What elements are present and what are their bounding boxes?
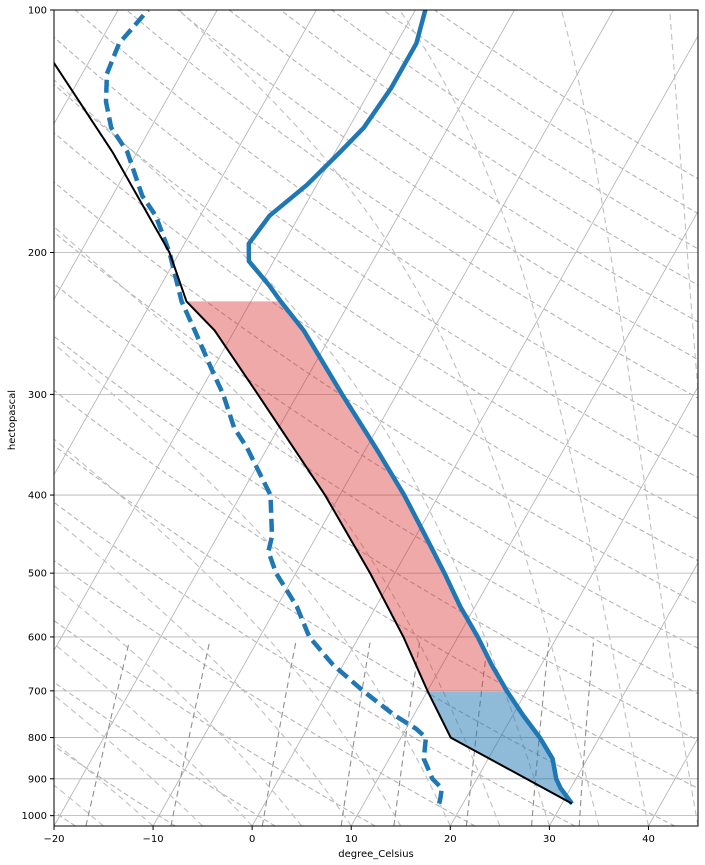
dry-adiabat-line (54, 389, 698, 789)
dry-adiabat-line (54, 181, 698, 605)
y-axis-label: hectopascal (7, 390, 18, 450)
dry-adiabat-line (54, 283, 698, 695)
cape-shading (186, 301, 507, 691)
x-tick-label: 30 (543, 834, 556, 845)
y-tick-label: 400 (28, 491, 47, 502)
parcel-profile-line (54, 61, 573, 805)
y-tick-label: 900 (28, 774, 47, 785)
dry-adiabat-line (54, 83, 698, 520)
dry-adiabat-line (54, 501, 576, 826)
moist-adiabat-line (54, 643, 253, 826)
x-axis-label: degree_Celsius (338, 849, 414, 860)
isotherm-line (54, 10, 416, 652)
dry-adiabat-line (177, 10, 698, 361)
dry-adiabat-line (54, 619, 376, 826)
moist-adiabat-line (54, 343, 451, 826)
moist-adiabat-line (560, 10, 698, 826)
temperature-line (246, 10, 574, 805)
y-tick-label: 700 (28, 686, 47, 697)
moist-adiabat-line (54, 225, 501, 826)
x-tick-label: −20 (43, 834, 64, 845)
mixing-ratio-line (340, 642, 371, 826)
y-tick-label: 500 (28, 569, 47, 580)
dry-adiabat-line (54, 559, 476, 826)
mixing-ratio-line (85, 642, 130, 826)
y-tick-label: 1000 (22, 811, 47, 822)
moist-adiabat-line (54, 694, 203, 826)
x-tick-label: 10 (345, 834, 358, 845)
mixing-ratio-line (261, 642, 297, 826)
isotherm-line (152, 10, 614, 826)
dry-adiabat-line (54, 681, 276, 826)
mixing-ratio-line (578, 642, 594, 826)
x-tick-label: 20 (444, 834, 457, 845)
grid-layer (54, 10, 698, 826)
dry-adiabat-line (54, 745, 176, 826)
isotherm-line (549, 561, 698, 826)
x-tick-label: 0 (249, 834, 255, 845)
isotherm-line (54, 10, 515, 826)
shading-layer (186, 301, 572, 804)
y-tick-label: 800 (28, 733, 47, 744)
dry-adiabat-line (54, 444, 676, 826)
isotherm-line (251, 35, 698, 826)
plot-frame (53, 9, 699, 827)
y-tick-label: 100 (28, 6, 47, 17)
y-tick-label: 200 (28, 248, 47, 259)
isotherm-line (54, 10, 317, 476)
series-layer (54, 10, 574, 805)
dewpoint-line (103, 10, 445, 805)
moist-adiabat-line (399, 10, 650, 826)
tick-layer: −20 −10 0 10 20 30 40 100 200 300 400 500 600 700 800 9… (22, 6, 655, 846)
y-tick-label: 600 (28, 632, 47, 643)
dry-adiabat-line (54, 231, 698, 649)
dry-adiabat-line (54, 36, 698, 479)
dry-adiabat-line (54, 335, 698, 741)
moist-adiabat-line (54, 438, 402, 826)
moist-adiabat-line (178, 10, 600, 826)
cin-shading (427, 691, 572, 804)
y-tick-label: 300 (28, 390, 47, 401)
mixing-ratio-line (170, 642, 210, 826)
mixing-ratio-line (393, 642, 421, 826)
x-tick-label: 40 (642, 834, 655, 845)
isotherm-line (449, 386, 698, 826)
moist-adiabat-line (669, 10, 698, 397)
isotherm-line (54, 10, 218, 301)
x-tick-label: −10 (143, 834, 164, 845)
moist-adiabat-line (54, 79, 550, 826)
